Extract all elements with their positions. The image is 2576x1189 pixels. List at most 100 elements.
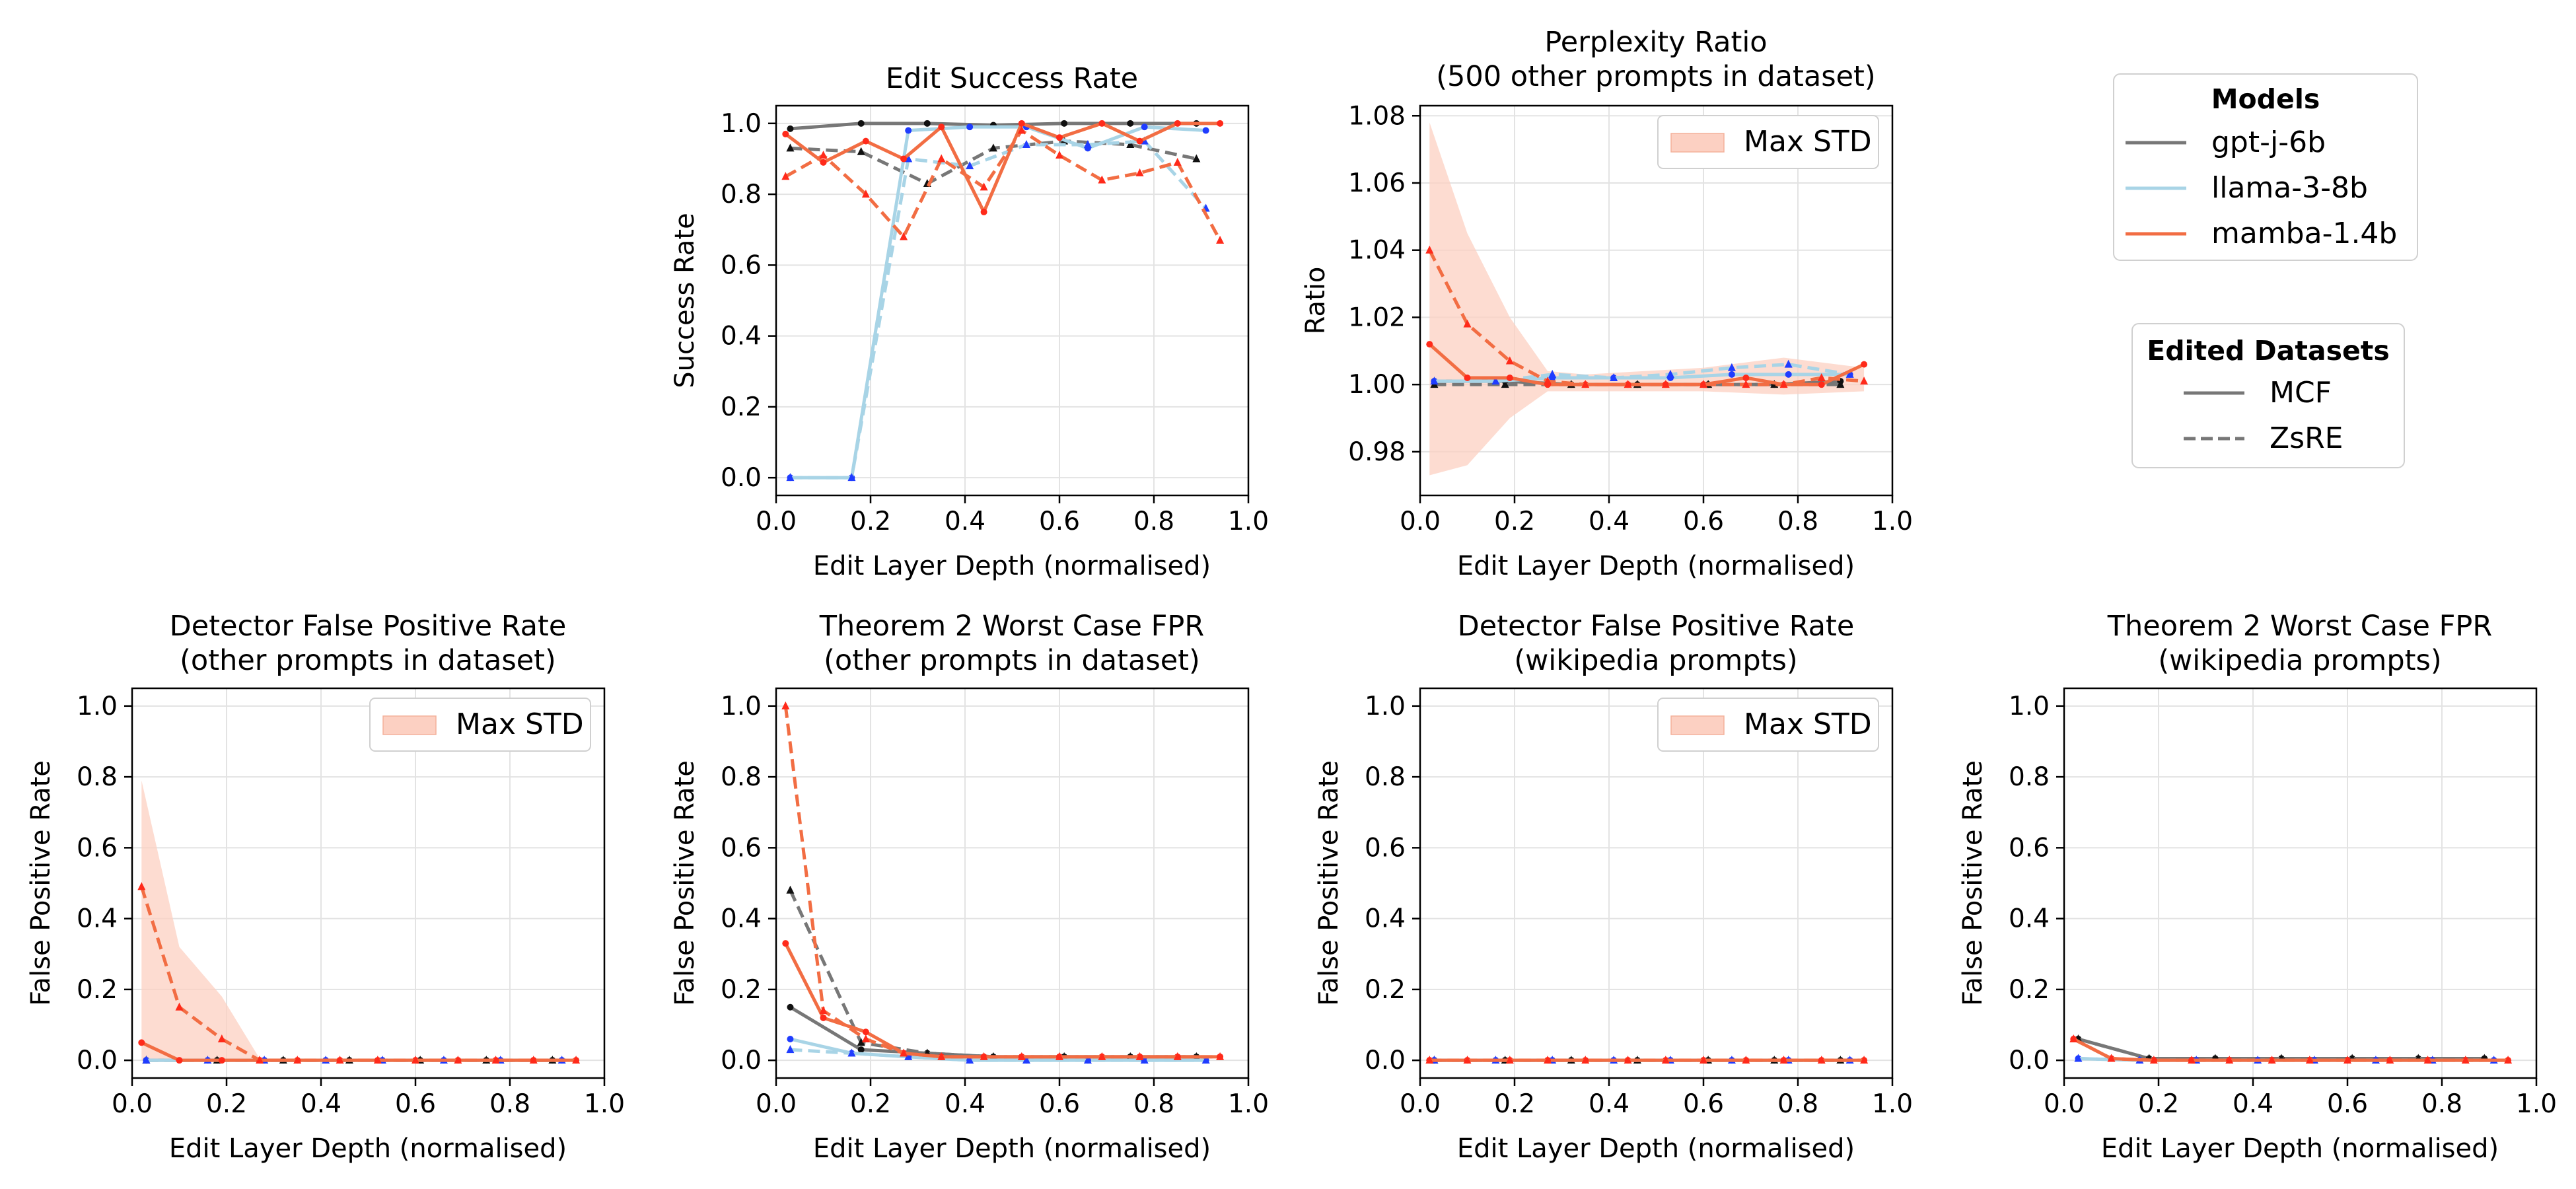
legend-label: gpt-j-6b [2211, 126, 2326, 159]
data-point [786, 1045, 795, 1054]
data-point [782, 130, 789, 137]
data-point [1127, 120, 1134, 127]
legend-item-gpt-j-6b: gpt-j-6b [2126, 126, 2326, 159]
y-tick-label: 0.4 [2009, 904, 2050, 934]
data-point [1610, 373, 1618, 381]
data-point [786, 885, 795, 894]
series-line-mamba-zsre [785, 129, 1222, 242]
x-tick-label: 0.4 [1589, 507, 1629, 536]
data-point [1784, 359, 1793, 368]
x-tick-label: 0.8 [1777, 1089, 1818, 1119]
data-point [980, 182, 988, 191]
chart-title: Detector False Positive Rate [1458, 610, 1855, 643]
data-point [905, 127, 912, 134]
x-tick-label: 0.0 [112, 1089, 153, 1119]
chart-title: Theorem 2 Worst Case FPR [2107, 610, 2492, 643]
data-point [1742, 380, 1750, 388]
legend-datasets: Edited Datasets MCF ZsRE [2131, 323, 2405, 468]
data-point [1192, 154, 1201, 162]
chart-subtitle: (wikipedia prompts) [1514, 644, 1797, 677]
data-point [176, 1057, 183, 1064]
data-point [781, 172, 790, 180]
x-tick-label: 0.4 [2233, 1089, 2273, 1119]
data-point [787, 1036, 794, 1042]
data-point [966, 161, 974, 170]
data-point [937, 154, 946, 162]
data-point [142, 1056, 151, 1064]
data-point [1699, 1056, 1707, 1064]
plot-frame [2063, 687, 2538, 1079]
data-point [857, 120, 865, 127]
x-axis-label: Edit Layer Depth (normalised) [169, 1134, 567, 1164]
data-point [980, 208, 987, 215]
x-tick-label: 0.8 [1777, 507, 1818, 536]
data-point [1216, 1052, 1225, 1060]
x-tick-label: 1.0 [2516, 1089, 2557, 1119]
data-point [820, 159, 827, 166]
y-tick-label: 1.0 [721, 109, 762, 139]
y-tick-label: 0.6 [721, 250, 762, 280]
data-point [1463, 1056, 1472, 1064]
x-tick-label: 0.0 [2044, 1089, 2085, 1119]
data-point [1860, 377, 1869, 385]
data-point [1098, 1052, 1106, 1060]
y-tick-label: 0.4 [721, 904, 762, 934]
data-point [1135, 168, 1144, 176]
data-point [1785, 371, 1792, 378]
y-tick-label: 1.02 [1348, 303, 1406, 332]
chart-subtitle: (other prompts in dataset) [824, 644, 1200, 677]
data-point [1083, 140, 1092, 148]
y-tick-label: 0.6 [721, 833, 762, 863]
chart-subtitle: (other prompts in dataset) [180, 644, 556, 677]
x-tick-label: 1.0 [1228, 507, 1269, 536]
plot-frame [775, 687, 1250, 1079]
data-point [2504, 1056, 2513, 1064]
y-tick-label: 1.04 [1348, 236, 1406, 266]
data-point [980, 1052, 988, 1060]
series-line-mamba-zsre [2073, 1037, 2509, 1062]
data-point [2069, 1034, 2078, 1042]
std-legend-label: Max STD [1744, 125, 1872, 159]
data-point [1135, 1052, 1144, 1060]
data-point [819, 1006, 828, 1015]
data-point [2074, 1054, 2083, 1062]
y-tick-label: 0.8 [721, 180, 762, 209]
x-tick-label: 0.4 [1589, 1089, 1629, 1119]
y-tick-label: 0.4 [721, 322, 762, 351]
legend-label: ZsRE [2270, 421, 2343, 455]
data-point [861, 1034, 870, 1042]
chart-title: Perplexity Ratio [1544, 26, 1767, 59]
x-tick-label: 0.6 [2327, 1089, 2368, 1119]
data-point [1140, 1056, 1149, 1064]
x-axis-label: Edit Layer Depth (normalised) [1457, 551, 1855, 581]
data-point [1817, 1056, 1826, 1064]
y-tick-label: 0.2 [77, 975, 118, 1005]
series-line-llama-zsre [790, 1048, 1206, 1062]
y-tick-label: 0.8 [2009, 762, 2050, 792]
data-point [1742, 374, 1750, 381]
y-tick-label: 1.0 [1365, 692, 1406, 721]
data-point [1098, 175, 1106, 184]
data-point [847, 1048, 856, 1057]
y-tick-label: 0.6 [1365, 833, 1406, 863]
plot-frame [1419, 104, 1894, 497]
data-point [2305, 1056, 2314, 1064]
series-line-mamba-zsre [783, 705, 1221, 1059]
std-legend-label: Max STD [456, 707, 584, 741]
data-point [1779, 1056, 1788, 1064]
y-tick-label: 0.0 [1365, 1046, 1406, 1075]
data-point [1464, 374, 1471, 381]
x-tick-label: 0.8 [1133, 1089, 1174, 1119]
std-legend-label: Max STD [1744, 707, 1872, 741]
data-point [2423, 1056, 2432, 1064]
x-axis-label: Edit Layer Depth (normalised) [1457, 1134, 1855, 1164]
data-point [857, 147, 865, 155]
x-tick-label: 1.0 [584, 1089, 625, 1119]
series-line-mamba-mcf [784, 122, 1221, 214]
data-point [1817, 373, 1826, 381]
std-swatch [1670, 133, 1725, 153]
data-point [923, 120, 931, 127]
series-line-mamba-mcf [1428, 343, 1865, 386]
x-tick-label: 0.6 [1039, 507, 1080, 536]
data-point [2225, 1056, 2234, 1064]
